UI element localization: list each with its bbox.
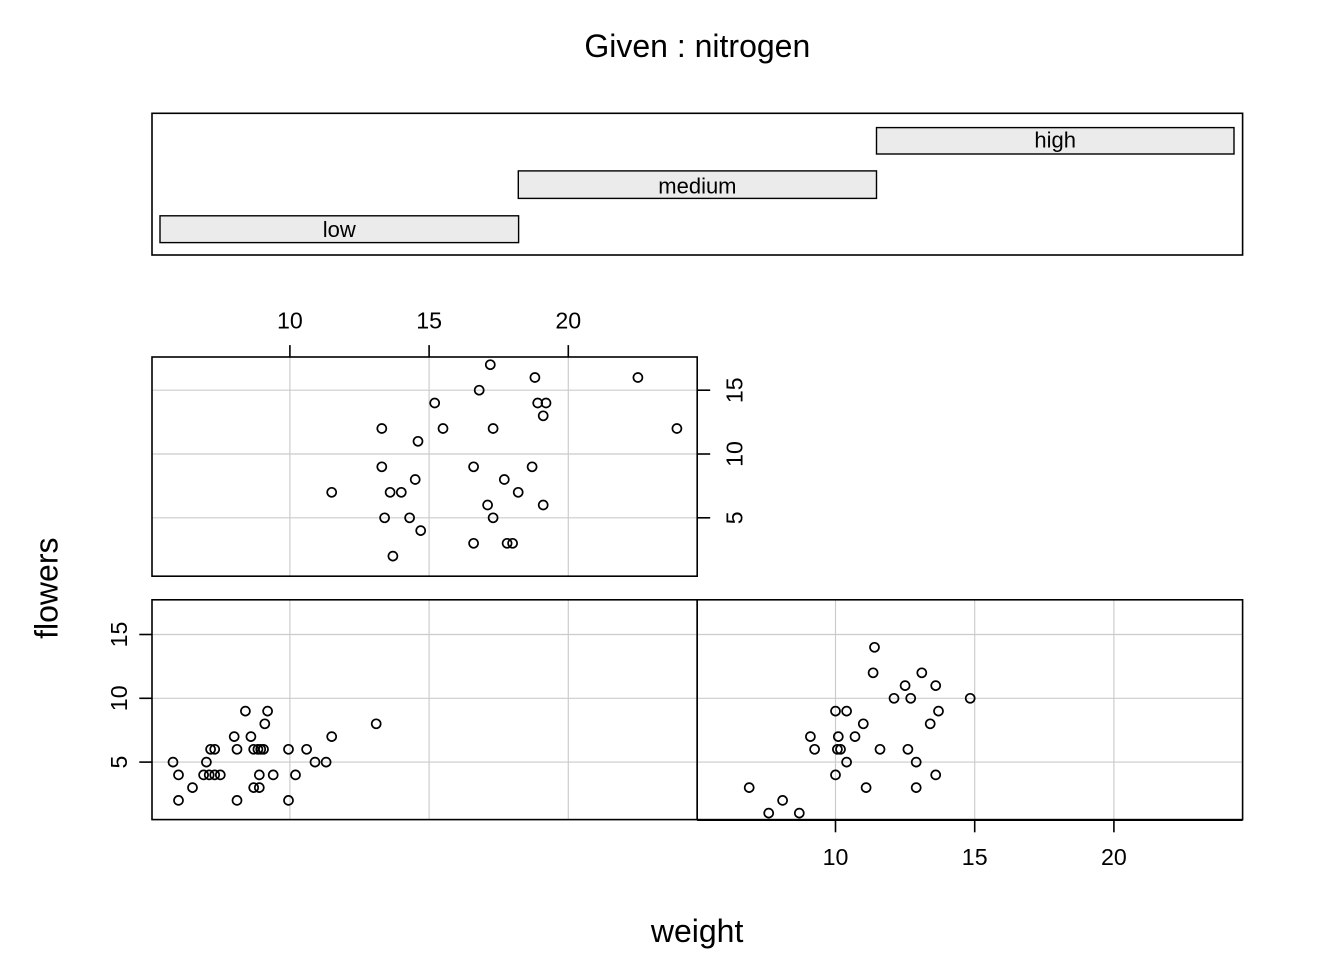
svg-text:20: 20 [1101,844,1127,870]
svg-text:15: 15 [962,844,988,870]
svg-text:10: 10 [722,441,748,467]
svg-text:Given : nitrogen: Given : nitrogen [584,28,810,64]
svg-text:5: 5 [106,756,132,769]
svg-text:flowers: flowers [29,538,65,639]
svg-text:15: 15 [416,307,442,333]
svg-text:10: 10 [277,307,303,333]
svg-text:high: high [1034,127,1076,152]
svg-text:10: 10 [106,685,132,711]
svg-text:15: 15 [722,377,748,403]
svg-text:15: 15 [106,622,132,648]
svg-text:20: 20 [555,307,581,333]
svg-text:medium: medium [658,173,736,198]
svg-text:5: 5 [722,511,748,524]
svg-text:weight: weight [650,913,744,949]
svg-text:low: low [323,217,356,242]
svg-text:10: 10 [823,844,849,870]
